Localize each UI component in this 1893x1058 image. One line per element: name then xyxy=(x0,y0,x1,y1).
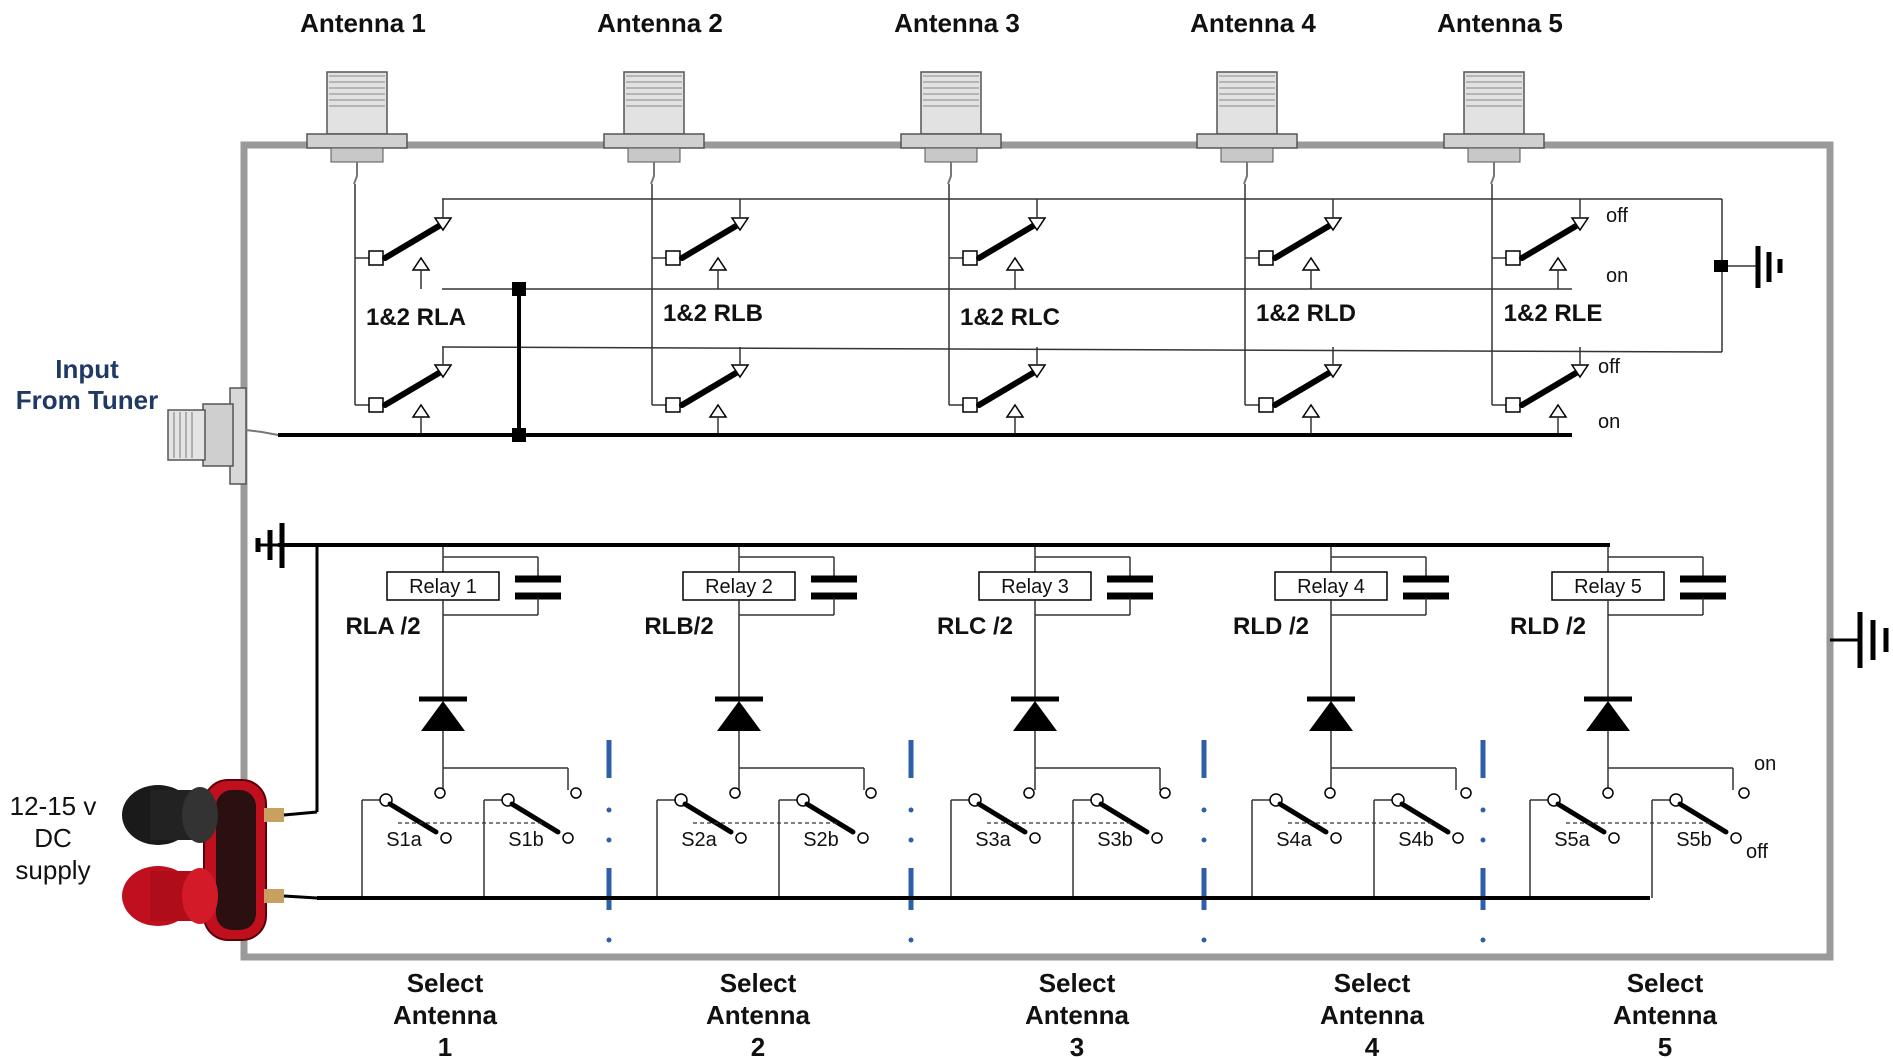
input-label-line1: Input xyxy=(55,354,119,384)
supply-label-line1: 12-15 v xyxy=(10,791,97,821)
coil-ref-label-3: RLC /2 xyxy=(937,613,1013,640)
relay-on-label-lower: on xyxy=(1598,411,1620,433)
antenna-connector-3: Antenna 3 xyxy=(894,8,1020,184)
select-label-1-line1: Select xyxy=(407,968,484,998)
supply-label-line3: supply xyxy=(15,855,90,885)
antenna-label-1: Antenna 1 xyxy=(300,8,426,38)
antenna-label-4: Antenna 4 xyxy=(1190,8,1316,38)
diode-3 xyxy=(1013,701,1057,731)
ground-symbol-relays xyxy=(1714,246,1780,288)
switch-label-4a: S4a xyxy=(1276,829,1312,851)
relay-contact-1: 1&2 RLA xyxy=(355,184,466,435)
antenna-connector-4: Antenna 4 xyxy=(1190,8,1316,184)
select-label-5-line3: 5 xyxy=(1658,1032,1672,1058)
switch-label-1a: S1a xyxy=(386,829,422,851)
relay-contact-3: 1&2 RLC xyxy=(949,184,1060,435)
diode-1 xyxy=(421,701,465,731)
diode-4 xyxy=(1309,701,1353,731)
coil-ref-label-4: RLD /2 xyxy=(1233,613,1309,640)
dc-supply-binding-posts xyxy=(122,780,317,940)
select-label-2-line1: Select xyxy=(720,968,797,998)
section-divider-4 xyxy=(1481,740,1486,943)
relay-contact-5: 1&2 RLE xyxy=(1492,184,1602,435)
coil-ref-label-2: RLB/2 xyxy=(644,613,713,640)
switch-label-4b: S4b xyxy=(1398,829,1434,851)
select-label-3-line1: Select xyxy=(1039,968,1116,998)
relay-contact-label-1: 1&2 RLA xyxy=(366,304,466,331)
relay-on-label-upper: on xyxy=(1606,265,1628,287)
relay-contact-4: 1&2 RLD xyxy=(1245,184,1356,435)
antenna-label-3: Antenna 3 xyxy=(894,8,1020,38)
select-label-2-line3: 2 xyxy=(751,1032,765,1058)
switch-label-2b: S2b xyxy=(803,829,839,851)
relay-coil-label-3: Relay 3 xyxy=(1001,576,1069,598)
switch-label-3b: S3b xyxy=(1097,829,1133,851)
relay-contact-2: 1&2 RLB xyxy=(652,184,763,435)
relay-coil-1: Relay 1 RLA /2 xyxy=(345,545,561,768)
relay-contact-label-3: 1&2 RLC xyxy=(960,304,1060,331)
section-divider-3 xyxy=(1202,740,1207,943)
switch-on-label: on xyxy=(1754,753,1776,775)
antenna-label-5: Antenna 5 xyxy=(1437,8,1563,38)
switch-label-5b: S5b xyxy=(1676,829,1712,851)
select-label-1-line3: 1 xyxy=(438,1032,452,1058)
antenna-connectors: Antenna 1 Antenna 2 Antenna 3 Antenna 4 Ante… xyxy=(300,8,1563,184)
antenna-connector-1: Antenna 1 xyxy=(300,8,426,184)
select-label-1-line2: Antenna xyxy=(393,1000,498,1030)
select-label-4-line1: Select xyxy=(1334,968,1411,998)
relay-coil-3: Relay 3 RLC /2 xyxy=(937,545,1153,768)
relay-coil-label-4: Relay 4 xyxy=(1297,576,1365,598)
off-common-line-lower xyxy=(442,347,1722,352)
relay-coil-label-2: Relay 2 xyxy=(705,576,773,598)
switch-label-3a: S3a xyxy=(975,829,1011,851)
relay-coil-label-5: Relay 5 xyxy=(1574,576,1642,598)
relay-coil-label-1: Relay 1 xyxy=(409,576,477,598)
relay-contact-section: 1&2 RLA 1&2 RLB 1&2 RLC 1&2 RLD 1&2 RLE xyxy=(355,184,1602,435)
antenna-label-2: Antenna 2 xyxy=(597,8,723,38)
chassis-ground-symbol xyxy=(1830,612,1886,668)
relay-coil-2: Relay 2 RLB/2 xyxy=(644,545,857,768)
junction-dot-upper xyxy=(512,282,526,296)
select-label-2-line2: Antenna xyxy=(706,1000,811,1030)
select-label-5-line1: Select xyxy=(1627,968,1704,998)
select-label-5-line2: Antenna xyxy=(1613,1000,1718,1030)
switch-off-label: off xyxy=(1746,841,1768,863)
relay-contact-label-5: 1&2 RLE xyxy=(1504,300,1603,327)
switch-label-5a: S5a xyxy=(1554,829,1590,851)
antenna-connector-2: Antenna 2 xyxy=(597,8,723,184)
antenna-connector-5: Antenna 5 xyxy=(1437,8,1563,184)
input-label-line2: From Tuner xyxy=(16,385,159,415)
section-divider-2 xyxy=(909,740,914,943)
diode-2 xyxy=(717,701,761,731)
section-divider-1 xyxy=(607,740,612,943)
supply-label-line2: DC xyxy=(34,823,72,853)
relay-off-label-upper: off xyxy=(1606,205,1628,227)
relay-contact-label-4: 1&2 RLD xyxy=(1256,300,1356,327)
relay-coil-5: Relay 5 RLD /2 xyxy=(1510,545,1726,768)
switch-label-1b: S1b xyxy=(508,829,544,851)
select-label-4-line2: Antenna xyxy=(1320,1000,1425,1030)
coil-ref-label-5: RLD /2 xyxy=(1510,613,1586,640)
switch-label-2a: S2a xyxy=(681,829,717,851)
relay-off-label-lower: off xyxy=(1598,356,1620,378)
relay-contact-label-2: 1&2 RLB xyxy=(663,300,763,327)
diode-5 xyxy=(1586,701,1630,731)
input-connector xyxy=(168,388,278,484)
select-label-4-line3: 4 xyxy=(1365,1032,1380,1058)
coil-ref-label-1: RLA /2 xyxy=(345,613,420,640)
select-label-3-line2: Antenna xyxy=(1025,1000,1130,1030)
relay-coil-4: Relay 4 RLD /2 xyxy=(1233,545,1449,768)
select-label-3-line3: 3 xyxy=(1070,1032,1084,1058)
